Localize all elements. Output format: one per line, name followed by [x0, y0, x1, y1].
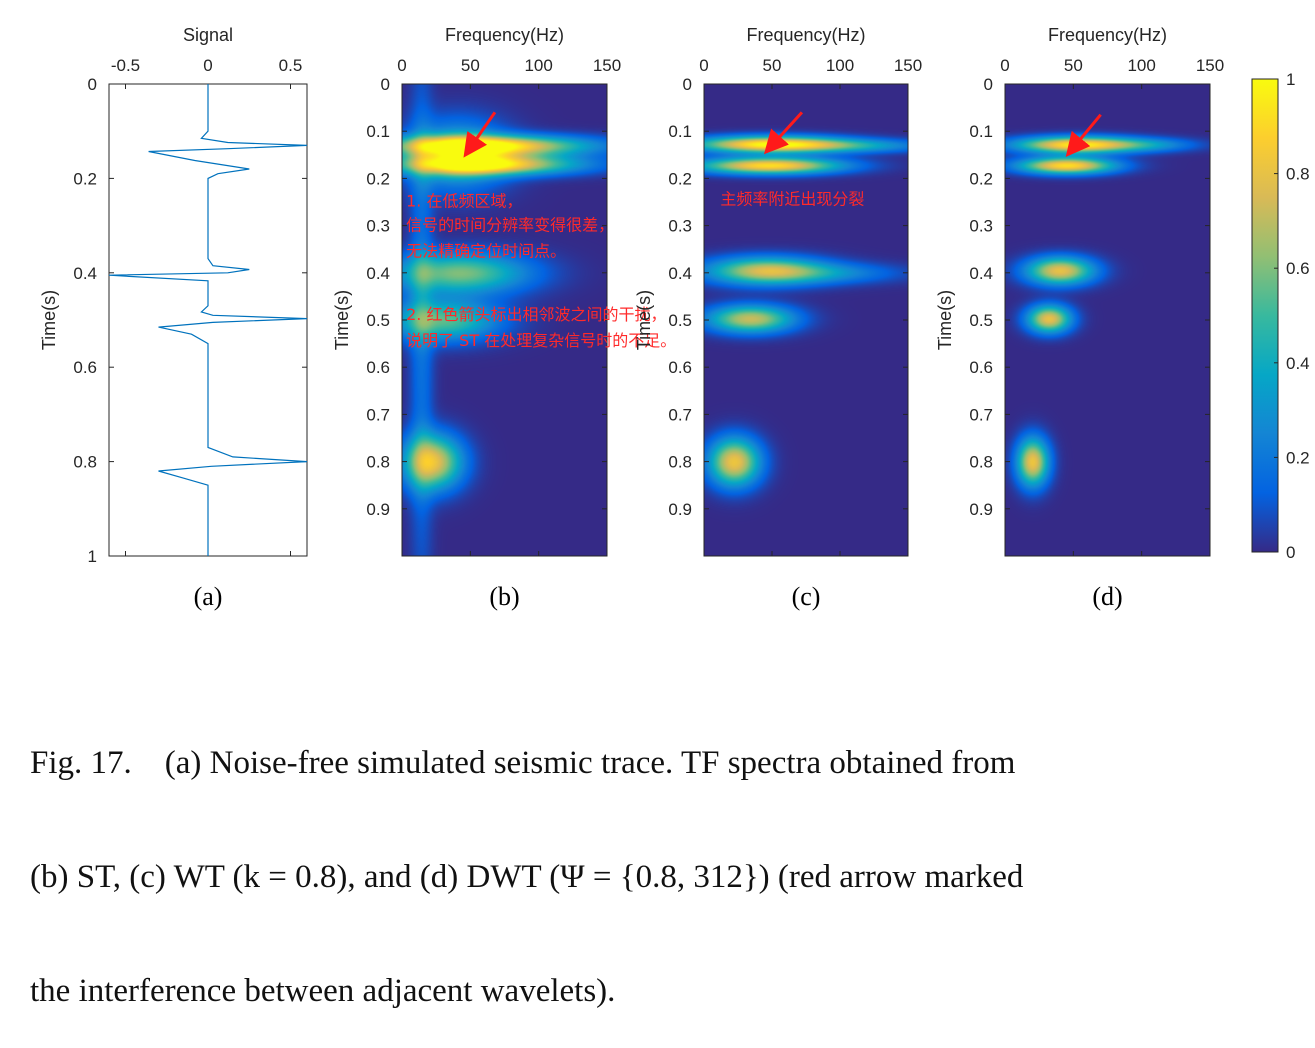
- y-tick-label: 0.1: [366, 122, 390, 141]
- annotation-text: 1. 在低频区域，: [406, 192, 522, 211]
- interference-arrow: [763, 111, 804, 155]
- colorbar: [1251, 78, 1279, 553]
- colorbar-tick-label: 0.2: [1286, 448, 1310, 467]
- annotation-text: 主频率附近出现分裂: [720, 189, 864, 208]
- y-axis-label: Time(s): [634, 290, 654, 350]
- x-tick-label: 0: [699, 56, 708, 75]
- x-tick-label: 100: [524, 56, 552, 75]
- caption-line-1: Fig. 17. (a) Noise-free simulated seismi…: [30, 745, 1016, 781]
- panel-b: 0 50 100 150 0 0.1 0.2 0.3 0.4 0.5 0.6 0.7 0.8 0.9 Fre…: [332, 25, 676, 611]
- y-tick-label: 0.4: [366, 264, 390, 283]
- y-tick-label: 0.8: [969, 453, 993, 472]
- panel-label: (d): [1092, 582, 1122, 611]
- interference-arrow: [1065, 113, 1102, 157]
- y-tick-label: 0.6: [73, 358, 97, 377]
- y-tick-label: 0.5: [668, 311, 692, 330]
- y-tick-label: 0.3: [668, 217, 692, 236]
- y-tick-label: 0: [88, 75, 97, 94]
- colorbar-tick-label: 0.8: [1286, 165, 1310, 184]
- axis-title: Signal: [183, 25, 233, 45]
- x-tick-label: 50: [461, 56, 480, 75]
- signal-trace: [108, 84, 308, 556]
- x-tick-label: 50: [763, 56, 782, 75]
- y-tick-label: 0.9: [366, 500, 390, 519]
- annotation-text: 无法精确定位时间点。: [406, 241, 566, 260]
- annotation-text: 信号的时间分辨率变得很差，: [406, 215, 614, 234]
- axis-title: Frequency(Hz): [746, 25, 865, 45]
- y-tick-label: 0.7: [366, 405, 390, 424]
- y-tick-label: 0.2: [668, 169, 692, 188]
- y-tick-label: 0: [683, 75, 692, 94]
- panel-label: (c): [792, 582, 821, 611]
- panel-label: (b): [489, 582, 519, 611]
- panel-d: 0 50 100 150 0 0.1 0.2 0.3 0.4 0.5 0.6 0.7 0.8 0.9 Fre…: [935, 25, 1310, 611]
- y-tick-label: 0.4: [73, 264, 97, 283]
- y-axis-label: Time(s): [935, 290, 955, 350]
- y-axis-label: Time(s): [39, 290, 59, 350]
- y-tick-label: 1: [88, 547, 97, 566]
- x-tick-label: 150: [593, 56, 621, 75]
- x-tick-label: 0.5: [279, 56, 303, 75]
- y-tick-label: 0.1: [668, 122, 692, 141]
- y-tick-label: 0.1: [969, 122, 993, 141]
- y-tick-label: 0.5: [366, 311, 390, 330]
- y-tick-label: 0.4: [969, 264, 993, 283]
- y-tick-label: 0.6: [366, 358, 390, 377]
- x-tick-label: -0.5: [111, 56, 140, 75]
- colorbar-tick-label: 0.4: [1286, 354, 1310, 373]
- panel-a: -0.5 0 0.5 0 0.2 0.4 0.6 0.8 1 Signal Time(s) (a): [39, 25, 308, 611]
- y-tick-label: 0.8: [73, 453, 97, 472]
- y-tick-label: 0.3: [366, 217, 390, 236]
- y-tick-label: 0.8: [366, 453, 390, 472]
- y-tick-label: 0: [984, 75, 993, 94]
- x-tick-label: 0: [203, 56, 212, 75]
- colorbar-tick-label: 0: [1286, 543, 1295, 562]
- colorbar-tick-label: 1: [1286, 70, 1295, 89]
- annotation-text: 2. 红色箭头标出相邻波之间的干扰，: [406, 305, 666, 324]
- y-tick-label: 0.4: [668, 264, 692, 283]
- y-tick-label: 0.9: [969, 500, 993, 519]
- panel-c: 0 50 100 150 0 0.1 0.2 0.3 0.4 0.5 0.6 0.7 0.8 0.9 Fre…: [634, 25, 922, 611]
- heatmap-image: [704, 84, 908, 556]
- panel-label: (a): [194, 582, 223, 611]
- x-tick-label: 50: [1064, 56, 1083, 75]
- annotation-text: 说明了 ST 在处理复杂信号时的不足。: [406, 331, 676, 350]
- axis-title: Frequency(Hz): [1048, 25, 1167, 45]
- caption-line-2: (b) ST, (c) WT (k = 0.8), and (d) DWT (Ψ…: [30, 859, 1024, 895]
- y-tick-label: 0.9: [668, 500, 692, 519]
- y-tick-label: 0.8: [668, 453, 692, 472]
- x-tick-label: 0: [397, 56, 406, 75]
- x-tick-label: 100: [1127, 56, 1155, 75]
- x-tick-label: 150: [1196, 56, 1224, 75]
- x-tick-label: 100: [826, 56, 854, 75]
- heatmap-image: [1005, 84, 1210, 556]
- colorbar-tick-label: 0.6: [1286, 259, 1310, 278]
- y-tick-label: 0: [381, 75, 390, 94]
- panels: -0.5 0 0.5 0 0.2 0.4 0.6 0.8 1 Signal Time(s) (a) 0 5…: [39, 25, 1310, 611]
- y-tick-label: 0.2: [366, 169, 390, 188]
- x-tick-label: 150: [894, 56, 922, 75]
- y-tick-label: 0.7: [668, 405, 692, 424]
- x-tick-label: 0: [1000, 56, 1009, 75]
- interference-arrow: [463, 111, 497, 158]
- y-tick-label: 0.2: [969, 169, 993, 188]
- axis-title: Frequency(Hz): [445, 25, 564, 45]
- figure-caption: Fig. 17. (a) Noise-free simulated seismi…: [30, 668, 1315, 1048]
- y-tick-label: 0.6: [668, 358, 692, 377]
- caption-line-3: the interference between adjacent wavele…: [30, 973, 616, 1009]
- y-tick-label: 0.3: [969, 217, 993, 236]
- y-tick-label: 0.6: [969, 358, 993, 377]
- y-tick-label: 0.5: [969, 311, 993, 330]
- y-tick-label: 0.7: [969, 405, 993, 424]
- heatmap-image: [402, 84, 607, 556]
- y-axis-label: Time(s): [332, 290, 352, 350]
- figure-17: -0.5 0 0.5 0 0.2 0.4 0.6 0.8 1 Signal Time(s) (a) 0 5…: [39, 25, 1310, 611]
- y-tick-label: 0.2: [73, 169, 97, 188]
